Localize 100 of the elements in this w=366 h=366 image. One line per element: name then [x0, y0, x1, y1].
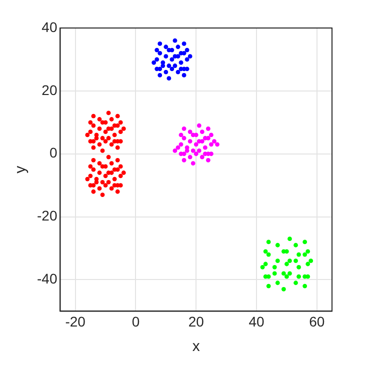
point — [266, 284, 271, 288]
point — [263, 249, 268, 254]
point — [182, 126, 186, 131]
x-tick-label: -20 — [65, 313, 86, 330]
point — [158, 50, 162, 56]
point — [154, 57, 160, 62]
point — [188, 139, 192, 144]
y-tick-label: 20 — [42, 82, 58, 98]
point — [288, 236, 292, 242]
point — [296, 274, 301, 279]
point — [164, 44, 168, 50]
point — [158, 73, 162, 78]
point — [158, 42, 162, 46]
point — [202, 136, 208, 140]
point — [263, 262, 268, 266]
point — [284, 274, 289, 279]
point — [306, 262, 310, 266]
point — [172, 38, 178, 43]
point — [196, 148, 202, 153]
point — [288, 258, 292, 264]
point — [296, 252, 301, 257]
point — [172, 54, 178, 59]
point — [170, 57, 174, 62]
point — [152, 60, 156, 65]
y-tick-label: -20 — [37, 208, 58, 224]
point — [281, 271, 286, 276]
point — [275, 258, 280, 264]
point — [190, 161, 196, 166]
point — [188, 130, 192, 134]
point — [194, 152, 198, 156]
point — [306, 274, 310, 279]
point — [166, 76, 172, 81]
point — [266, 252, 271, 257]
point — [275, 242, 280, 248]
point — [209, 152, 214, 156]
point — [281, 286, 286, 292]
point — [200, 130, 204, 134]
point — [182, 136, 186, 140]
point — [164, 54, 168, 59]
point — [294, 280, 298, 286]
point — [272, 271, 277, 276]
point — [284, 262, 289, 266]
point — [178, 132, 184, 138]
point — [184, 48, 190, 52]
point — [266, 240, 271, 244]
x-tick-label: 0 — [132, 313, 140, 330]
point — [302, 240, 308, 244]
x-tick-label: 20 — [188, 313, 204, 330]
point — [275, 280, 280, 286]
point — [170, 66, 174, 72]
point — [184, 57, 190, 62]
point — [202, 145, 208, 150]
point — [166, 64, 172, 68]
point — [206, 126, 210, 131]
point — [196, 123, 202, 128]
point — [160, 64, 166, 68]
point — [190, 148, 196, 153]
point — [178, 142, 184, 147]
point — [260, 264, 265, 270]
point — [182, 73, 186, 78]
point — [306, 249, 310, 254]
point — [182, 42, 186, 46]
x-tick-label: 40 — [248, 313, 265, 330]
point — [215, 142, 220, 147]
point — [154, 48, 160, 52]
point — [281, 249, 286, 254]
point — [188, 54, 192, 59]
point — [178, 152, 184, 156]
point — [178, 66, 184, 72]
point — [176, 70, 180, 74]
point — [209, 132, 214, 138]
point — [294, 242, 298, 248]
point — [209, 142, 214, 147]
point — [272, 264, 277, 270]
point — [202, 152, 208, 156]
point — [194, 142, 198, 147]
y-axis-title: y — [12, 165, 30, 174]
point — [196, 139, 202, 144]
point — [184, 148, 190, 153]
point — [288, 271, 292, 276]
point — [308, 258, 314, 264]
point — [294, 258, 298, 264]
point — [302, 252, 308, 257]
point — [176, 145, 180, 150]
point — [176, 44, 180, 50]
point — [296, 264, 301, 270]
point — [190, 132, 196, 138]
point — [172, 148, 178, 153]
point — [263, 274, 268, 279]
point — [188, 154, 192, 160]
point — [164, 70, 168, 74]
point — [182, 158, 186, 162]
point — [206, 158, 210, 162]
point — [172, 64, 178, 68]
y-tick-label: 0 — [49, 144, 58, 161]
x-tick-label: 60 — [309, 313, 325, 330]
y-tick-label: 40 — [42, 18, 58, 35]
x-axis-title: x — [192, 338, 200, 356]
point — [200, 154, 204, 160]
point — [212, 139, 216, 144]
